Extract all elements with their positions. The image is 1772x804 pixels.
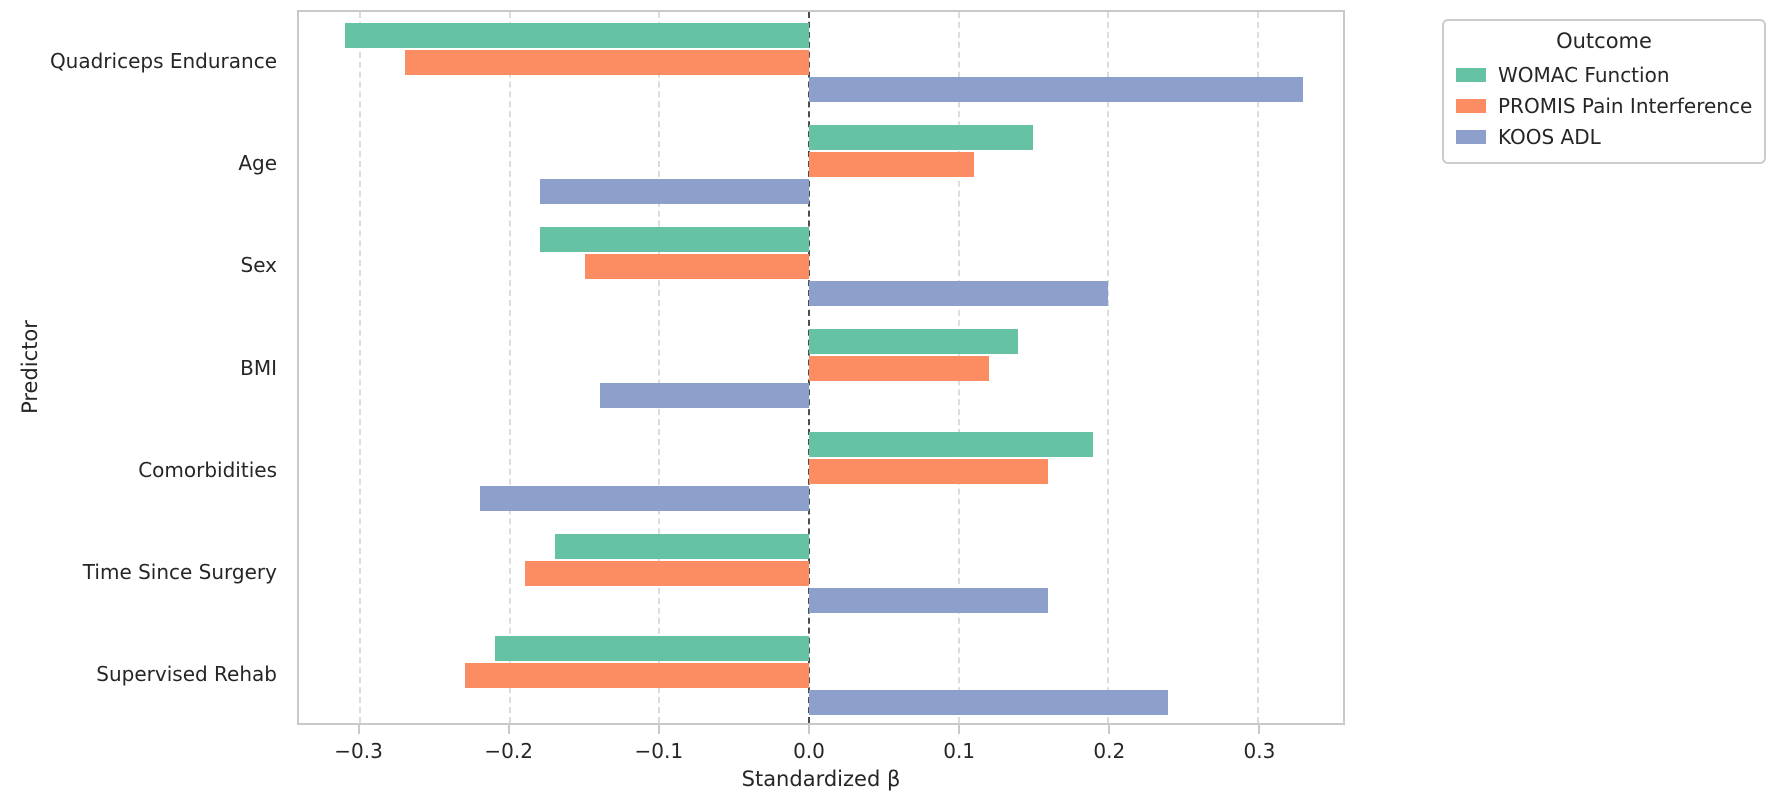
- y-tick-label: Comorbidities: [138, 457, 277, 482]
- gridline: [658, 12, 661, 723]
- bar: [345, 23, 810, 48]
- x-tick-label: 0.0: [793, 739, 825, 763]
- y-tick-label: Quadriceps Endurance: [49, 49, 277, 74]
- x-axis: −0.3 −0.2 −0.1 0.0 0.1 0.2 0.3: [297, 725, 1345, 785]
- x-axis-label: Standardized β: [741, 767, 901, 791]
- y-tick-label: BMI: [240, 355, 277, 380]
- gridline: [1256, 12, 1259, 723]
- y-tick-label: Time Since Surgery: [82, 559, 277, 584]
- bar: [809, 689, 1168, 715]
- bar: [584, 254, 810, 280]
- plot-area: [297, 10, 1345, 725]
- x-tick-mark: [807, 725, 810, 734]
- x-tick-mark: [1108, 725, 1111, 734]
- x-tick-label: −0.2: [484, 739, 533, 763]
- legend-label: PROMIS Pain Interference: [1498, 93, 1753, 118]
- bar: [809, 458, 1049, 484]
- x-tick-label: 0.2: [1093, 739, 1126, 763]
- x-tick-label: −0.3: [334, 739, 383, 763]
- x-tick-mark: [357, 725, 360, 734]
- y-tick-label: Age: [238, 151, 277, 176]
- bar: [539, 179, 810, 205]
- x-tick-label: 0.1: [943, 739, 976, 763]
- x-tick-label: −0.1: [634, 739, 684, 763]
- promis-pain-interference-swatch-icon: [1456, 98, 1486, 113]
- bar: [524, 560, 810, 586]
- legend: Outcome WOMAC Function PROMIS Pain Inter…: [1442, 19, 1766, 164]
- y-tick-label: Sex: [240, 253, 277, 278]
- legend-entry: PROMIS Pain Interference: [1456, 90, 1752, 121]
- womac-function-swatch-icon: [1456, 67, 1486, 82]
- bar: [809, 125, 1034, 151]
- legend-label: WOMAC Function: [1498, 62, 1670, 87]
- bar: [479, 485, 810, 511]
- legend-entry: KOOS ADL: [1456, 121, 1752, 152]
- bar: [809, 77, 1303, 102]
- bar: [809, 329, 1019, 355]
- bar: [539, 227, 810, 253]
- bar: [465, 662, 810, 688]
- bar: [809, 587, 1049, 613]
- bar: [599, 383, 810, 409]
- bar: [809, 431, 1094, 457]
- x-tick-mark: [1258, 725, 1261, 734]
- gridline: [1107, 12, 1110, 723]
- x-tick-mark: [958, 725, 961, 734]
- x-tick-label: 0.3: [1243, 739, 1276, 763]
- gridline: [508, 12, 511, 723]
- koos-adl-swatch-icon: [1456, 129, 1486, 144]
- bar: [809, 281, 1109, 307]
- legend-title: Outcome: [1556, 29, 1652, 53]
- gridline: [359, 12, 362, 723]
- bar: [494, 635, 810, 661]
- bar: [554, 533, 810, 559]
- x-tick-mark: [657, 725, 660, 734]
- x-tick-mark: [507, 725, 510, 734]
- y-tick-labels: Quadriceps Endurance Age Sex BMI Comorbiditi…: [0, 10, 277, 725]
- legend-entry: WOMAC Function: [1456, 59, 1752, 90]
- bar: [809, 152, 974, 178]
- bar: [809, 356, 989, 382]
- bar: [405, 50, 810, 75]
- legend-label: KOOS ADL: [1498, 124, 1601, 149]
- y-tick-label: Supervised Rehab: [96, 661, 277, 686]
